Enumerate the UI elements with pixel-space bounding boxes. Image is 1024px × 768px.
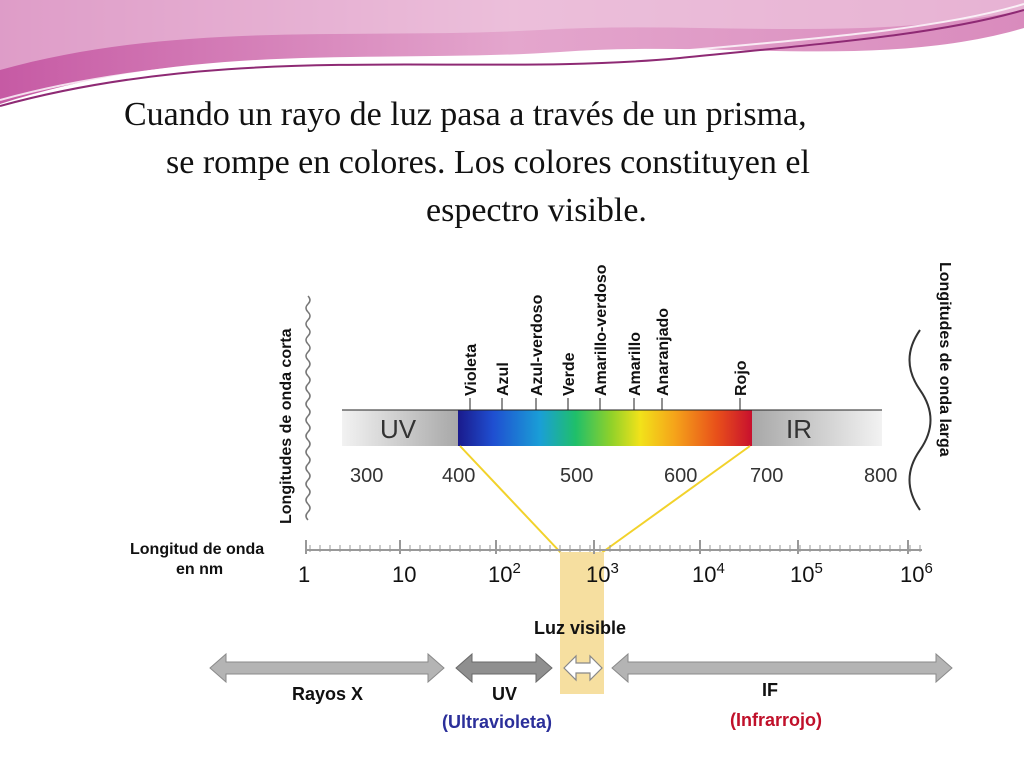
if-range-sublabel: (Infrarrojo): [730, 710, 822, 730]
log-axis-label: 104: [692, 560, 725, 587]
long-wave-squiggle: [908, 329, 932, 511]
color-name-label: Verde: [561, 352, 578, 396]
log-axis-minor-ticks: [309, 545, 921, 552]
visible-tick-label: 700: [750, 465, 783, 487]
color-name-label: Rojo: [733, 360, 750, 396]
log-axis-label: 10: [392, 562, 416, 587]
slide-title-line-2: se rompe en colores. Los colores constit…: [166, 144, 810, 181]
slide-title-line-1: Cuando un rayo de luz pasa a través de u…: [124, 96, 807, 133]
if-range-arrow: [611, 652, 953, 684]
uv-range-arrow: [455, 652, 553, 684]
color-name-label: Azul-verdoso: [529, 294, 546, 396]
log-axis-label: 102: [488, 560, 521, 587]
uv-range-sublabel: (Ultravioleta): [442, 712, 552, 732]
decorative-banner: [0, 0, 1024, 107]
banner-line: [0, 9, 1024, 107]
log-axis-label: 106: [900, 560, 933, 587]
uv-bar-label: UV: [380, 414, 417, 444]
banner-highlight: [0, 0, 1024, 70]
color-name-label: Anaranjado: [655, 308, 672, 396]
wavelength-label-line2: en nm: [176, 561, 223, 578]
visible-light-label: Luz visible: [534, 618, 626, 638]
visible-tick-label: 400: [442, 465, 475, 487]
funnel-line-right: [599, 445, 751, 555]
color-name-label: Amarillo: [627, 332, 644, 396]
xray-label: Rayos X: [292, 684, 363, 704]
visible-tick-labels: 300 400 500 600 700 800: [350, 465, 897, 487]
log-axis-label: 1: [298, 562, 310, 587]
slide-title-line-3: espectro visible.: [426, 192, 647, 229]
color-name-label: Amarillo-verdoso: [593, 264, 610, 396]
color-name-label: Azul: [495, 362, 512, 396]
log-axis-labels: 1 10 102 103 104 105 106: [298, 540, 933, 587]
visible-spectrum-bar: [458, 410, 752, 446]
xray-range-arrow: [209, 652, 445, 684]
wavelength-label-line1: Longitud de onda: [130, 541, 264, 558]
visible-tick-label: 500: [560, 465, 593, 487]
uv-range-label: UV: [492, 684, 517, 704]
banner-line-2: [0, 3, 1024, 101]
if-range-label: IF: [762, 680, 778, 700]
funnel-line-left: [459, 445, 563, 555]
short-waves-label: Longitudes de onda corta: [278, 328, 295, 524]
long-waves-label: Longitudes de onda larga: [936, 262, 953, 457]
log-axis-label: 103: [586, 560, 619, 587]
uv-bar: [342, 410, 458, 446]
visible-tick-label: 300: [350, 465, 383, 487]
visible-range-arrow: [563, 654, 603, 682]
ir-bar-label: IR: [786, 414, 812, 444]
color-name-label: Violeta: [463, 344, 480, 396]
visible-tick-label: 800: [864, 465, 897, 487]
spectrum-diagram: Longitudes de onda corta Longitudes de o…: [130, 262, 953, 732]
log-axis-label: 105: [790, 560, 823, 587]
short-wave-squiggle: [305, 295, 311, 521]
spectrum-figure: Longitudes de onda corta Longitudes de o…: [130, 234, 972, 760]
visible-tick-label: 600: [664, 465, 697, 487]
color-names: Violeta Azul Azul-verdoso Verde Amarillo-ver…: [463, 264, 750, 410]
ir-bar: [752, 410, 882, 446]
